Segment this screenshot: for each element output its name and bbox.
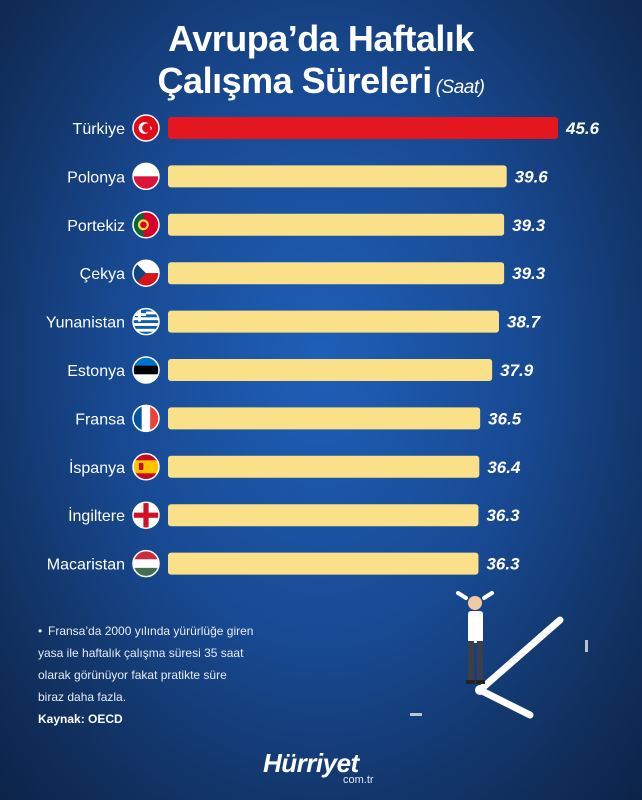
value-label: 36.3 xyxy=(486,555,520,574)
flag-ring xyxy=(132,356,160,384)
bar-polonya xyxy=(168,165,507,188)
bar-çekya xyxy=(168,262,505,285)
stressed-man-icon xyxy=(456,591,494,684)
value-label: 36.5 xyxy=(488,409,522,428)
bar-i̇spanya xyxy=(168,455,480,478)
title-unit: (Saat) xyxy=(435,77,485,98)
bar-portekiz xyxy=(168,213,505,236)
bar-macaristan xyxy=(168,552,479,575)
footnote: • Fransa’da 2000 yılında yürürlüğe giren … xyxy=(38,620,278,708)
value-label: 39.3 xyxy=(512,216,546,235)
bar-yunanistan xyxy=(168,310,499,333)
poland-flag-icon xyxy=(133,163,159,190)
flag-ring xyxy=(132,549,160,578)
category-label: Türkiye xyxy=(73,121,126,138)
value-label: 39.6 xyxy=(515,167,549,186)
clock-illustration xyxy=(410,591,588,719)
category-label: Macaristan xyxy=(47,557,125,574)
france-flag-icon xyxy=(133,405,159,432)
flag-ring xyxy=(132,211,160,239)
page-title: Avrupa’da Haftalık Çalışma Süreleri (Saat… xyxy=(0,18,642,109)
bar-estonya xyxy=(168,359,493,381)
flag-ring xyxy=(132,114,160,142)
footnote-line-2: yasa ile haftalık çalışma süresi 35 saat xyxy=(38,646,244,660)
footnote-line-4: biraz daha fazla. xyxy=(38,690,127,704)
value-label: 36.3 xyxy=(486,506,520,525)
bar-chart: 45.6 Türkiye 39.6 Polonya 39.3 Portekiz 39.3 Çe… xyxy=(46,114,600,578)
bar-fransa xyxy=(168,407,481,430)
flag-ring xyxy=(132,162,160,191)
value-label: 45.6 xyxy=(565,119,600,138)
clock-face-icon xyxy=(410,616,588,719)
czechia-flag-icon xyxy=(133,260,159,287)
source-label: Kaynak: OECD xyxy=(38,712,123,726)
footnote-bullet: • xyxy=(38,624,43,638)
flag-ring xyxy=(132,307,160,336)
hungary-flag-icon xyxy=(133,550,159,577)
brand-logo: Hürriyet xyxy=(263,748,359,778)
bar-i̇ngiltere xyxy=(168,504,479,527)
value-label: 37.9 xyxy=(500,361,534,380)
bar-türkiye xyxy=(168,117,558,139)
flag-ring xyxy=(132,501,160,529)
title-line-2: Çalışma Süreleri (Saat) xyxy=(0,60,642,109)
category-label: İngiltere xyxy=(68,506,125,525)
title-line-1: Avrupa’da Haftalık xyxy=(168,18,474,59)
brand-domain: com.tr xyxy=(343,774,374,786)
value-label: 36.4 xyxy=(487,458,521,477)
category-label: Çekya xyxy=(80,266,125,283)
category-label: İspanya xyxy=(69,458,125,477)
value-label: 38.7 xyxy=(507,313,542,332)
category-label: Yunanistan xyxy=(46,315,125,332)
category-label: Fransa xyxy=(75,411,125,428)
estonia-flag-icon xyxy=(133,357,159,383)
flag-ring xyxy=(132,259,160,287)
category-label: Estonya xyxy=(67,363,125,380)
title-line-2-text: Çalışma Süreleri xyxy=(157,60,433,101)
category-label: Portekiz xyxy=(67,218,125,235)
footnote-line-3: olarak görünüyor fakat pratikte süre xyxy=(38,668,227,682)
flag-ring xyxy=(132,453,160,481)
value-label: 39.3 xyxy=(512,264,546,283)
footnote-line-1: • Fransa’da 2000 yılında yürürlüğe giren xyxy=(38,620,278,642)
footnote-line-1-text: Fransa’da 2000 yılında yürürlüğe giren xyxy=(48,624,254,638)
flag-ring xyxy=(132,404,160,433)
category-label: Polonya xyxy=(67,169,125,186)
